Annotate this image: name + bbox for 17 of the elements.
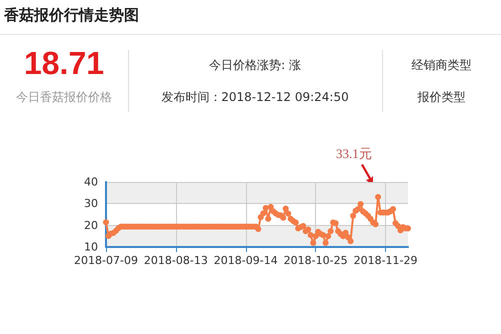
y-tick-label: 10 xyxy=(84,240,98,254)
y-tick-label: 30 xyxy=(84,197,98,210)
text: 发布时间：2018-12-12 09:24:50 xyxy=(160,89,350,106)
text: 报价类型 xyxy=(416,89,466,106)
x-tick-label: 2018-08-13 xyxy=(144,254,208,267)
text: 33.1元 xyxy=(336,145,372,163)
x-tick-label: 2018-11-29 xyxy=(354,254,418,267)
x-tick-label: 2018-07-09 xyxy=(74,254,138,267)
y-tick-label: 20 xyxy=(84,218,98,232)
text: 18.71 xyxy=(22,45,106,82)
y-tick-label: 40 xyxy=(84,176,98,188)
text: 经销商类型 xyxy=(410,57,472,74)
chart-title: 香菇报价行情走势图 xyxy=(4,6,139,25)
x-tick-label: 2018-09-14 xyxy=(214,254,278,267)
text: 今日价格涨势: 涨 xyxy=(208,57,302,74)
text: 今日香菇报价价格 xyxy=(15,89,113,106)
x-tick-label: 2018-10-25 xyxy=(284,254,348,267)
